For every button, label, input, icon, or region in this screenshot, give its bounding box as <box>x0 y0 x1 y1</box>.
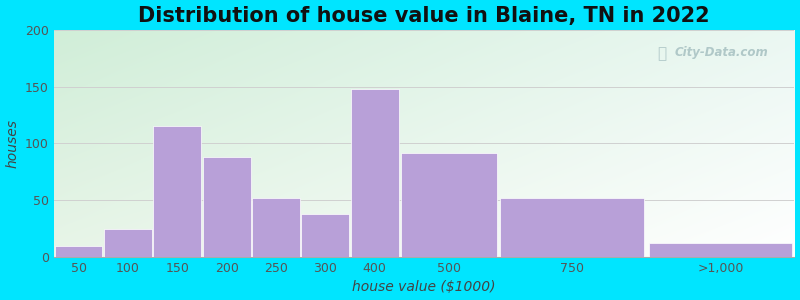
Bar <box>104 229 152 257</box>
Title: Distribution of house value in Blaine, TN in 2022: Distribution of house value in Blaine, T… <box>138 6 710 26</box>
Y-axis label: houses: houses <box>6 119 19 168</box>
Bar <box>154 126 202 257</box>
Bar <box>54 246 102 257</box>
Bar <box>302 214 350 257</box>
X-axis label: house value ($1000): house value ($1000) <box>352 280 496 294</box>
Text: City-Data.com: City-Data.com <box>674 46 769 59</box>
Text: ⌕: ⌕ <box>658 46 666 61</box>
Bar <box>401 152 497 257</box>
Bar <box>202 157 250 257</box>
Bar <box>252 198 300 257</box>
Bar <box>649 243 792 257</box>
Bar <box>351 89 398 257</box>
Bar <box>501 198 644 257</box>
